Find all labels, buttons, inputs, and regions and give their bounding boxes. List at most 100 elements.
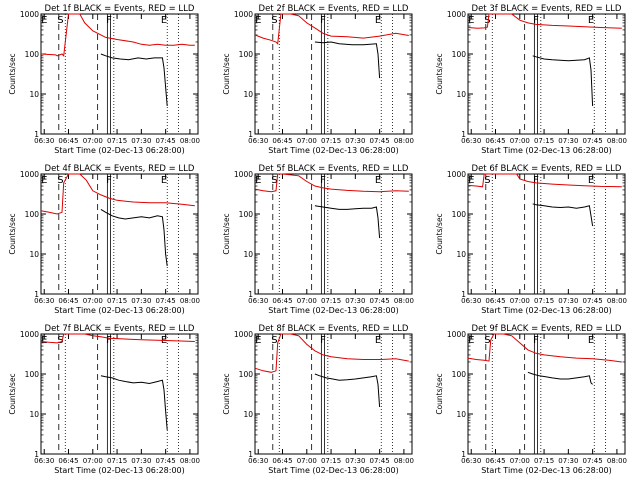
event-marker-label: S: [271, 175, 277, 186]
event-marker-label: E: [468, 15, 474, 26]
y-axis-label: Counts/sec: [8, 213, 17, 254]
x-tick-label: 07:45: [370, 137, 390, 145]
y-tick-label: 100: [239, 50, 254, 59]
event-marker-label: E: [588, 175, 594, 186]
y-tick-label: 1: [248, 450, 253, 459]
plot-frame: [467, 13, 626, 135]
x-axis-label: Start Time (02-Dec-13 06:28:00): [481, 306, 612, 315]
y-tick-label: 1: [461, 130, 466, 139]
x-tick-label: 07:45: [156, 297, 176, 305]
event-marker-label: S: [57, 15, 63, 26]
y-tick-label: 100: [452, 50, 467, 59]
x-tick-label: 06:30: [461, 137, 481, 145]
x-axis-label: Start Time (02-Dec-13 06:28:00): [54, 146, 185, 155]
y-tick-label: 10: [243, 410, 253, 419]
event-marker-label: E: [41, 15, 47, 26]
x-tick-label: 06:45: [58, 297, 78, 305]
x-tick-label: 07:30: [345, 457, 365, 465]
x-tick-label: 06:30: [461, 297, 481, 305]
x-tick-label: 07:00: [510, 137, 530, 145]
x-tick-label: 07:00: [510, 297, 530, 305]
x-tick-label: 07:00: [83, 297, 103, 305]
x-tick-label: 07:45: [156, 137, 176, 145]
plot-frame: [254, 333, 413, 455]
x-tick-label: 07:30: [345, 297, 365, 305]
y-tick-label: 1000: [20, 10, 39, 19]
x-tick-label: 06:30: [248, 297, 268, 305]
x-axis-label: Start Time (02-Dec-13 06:28:00): [268, 306, 399, 315]
y-tick-label: 1: [461, 450, 466, 459]
y-tick-label: 100: [25, 210, 40, 219]
event-marker-label: F: [320, 175, 326, 186]
events-series-line: [314, 205, 381, 239]
x-axis-label: Start Time (02-Dec-13 06:28:00): [481, 466, 612, 475]
y-tick-label: 1: [34, 130, 39, 139]
y-tick-label: 1000: [447, 10, 466, 19]
lld-series-line: [254, 333, 409, 373]
x-tick-label: 06:45: [58, 457, 78, 465]
panel-title: Det 5f BLACK = Events, RED = LLD: [259, 164, 409, 174]
lld-series-line: [254, 173, 409, 193]
x-tick-label: 06:30: [34, 297, 54, 305]
y-tick-label: 10: [456, 90, 466, 99]
x-tick-label: 07:30: [558, 457, 578, 465]
event-marker-label: S: [271, 335, 277, 346]
x-tick-label: 06:30: [34, 137, 54, 145]
plot-frame: [254, 173, 413, 295]
plot-frame: [40, 13, 199, 135]
x-tick-label: 07:00: [297, 137, 317, 145]
x-tick-label: 06:45: [272, 457, 292, 465]
event-marker-label: E: [588, 15, 594, 26]
detector-panel-2: Det 2f BLACK = Events, RED = LLD 1 10 100 10…: [222, 4, 414, 155]
panel-title: Det 9f BLACK = Events, RED = LLD: [472, 324, 622, 334]
event-marker-label: E: [375, 175, 381, 186]
x-tick-label: 07:15: [107, 137, 127, 145]
x-tick-label: 07:45: [370, 297, 390, 305]
x-tick-label: 07:30: [558, 137, 578, 145]
x-tick-label: 06:45: [485, 457, 505, 465]
x-tick-label: 07:30: [345, 137, 365, 145]
event-marker-label: E: [468, 335, 474, 346]
x-axis-label: Start Time (02-Dec-13 06:28:00): [481, 146, 612, 155]
event-marker-label: S: [484, 335, 490, 346]
detector-panel-7: Det 7f BLACK = Events, RED = LLD 1 10 100 10…: [8, 324, 200, 475]
y-tick-label: 10: [29, 250, 39, 259]
lld-series-line: [40, 13, 195, 57]
y-axis-label: Counts/sec: [8, 373, 17, 414]
events-series-line: [100, 375, 168, 430]
x-tick-label: 08:00: [180, 137, 200, 145]
event-marker-label: F: [106, 335, 112, 346]
detector-panel-1: Det 1f BLACK = Events, RED = LLD 1 10 100 10…: [8, 4, 200, 155]
event-marker-label: F: [106, 175, 112, 186]
detector-panel-5: Det 5f BLACK = Events, RED = LLD 1 10 100 10…: [222, 164, 414, 315]
event-marker-label: F: [533, 335, 539, 346]
x-tick-label: 08:00: [394, 137, 414, 145]
lld-series-line: [40, 173, 195, 215]
event-marker-label: E: [41, 175, 47, 186]
event-marker-label: E: [255, 175, 261, 186]
plot-frame: [467, 173, 626, 295]
y-axis-label: Counts/sec: [222, 373, 231, 414]
event-marker-label: E: [375, 15, 381, 26]
y-axis-label: Counts/sec: [222, 53, 231, 94]
event-marker-label: E: [375, 335, 381, 346]
event-marker-label: S: [484, 175, 490, 186]
y-tick-label: 1: [34, 290, 39, 299]
y-tick-label: 100: [239, 370, 254, 379]
event-marker-label: E: [41, 335, 47, 346]
x-tick-label: 07:30: [131, 297, 151, 305]
lld-series-line: [467, 173, 622, 188]
y-tick-label: 100: [452, 370, 467, 379]
x-tick-label: 07:30: [558, 297, 578, 305]
x-tick-label: 06:45: [485, 297, 505, 305]
y-axis-label: Counts/sec: [8, 53, 17, 94]
y-tick-label: 1000: [20, 170, 39, 179]
event-marker-label: E: [255, 15, 261, 26]
x-tick-label: 06:45: [58, 137, 78, 145]
lld-series-line: [467, 13, 622, 29]
x-tick-label: 08:00: [394, 457, 414, 465]
x-tick-label: 06:30: [461, 457, 481, 465]
x-axis-label: Start Time (02-Dec-13 06:28:00): [54, 306, 185, 315]
x-tick-label: 06:30: [248, 457, 268, 465]
